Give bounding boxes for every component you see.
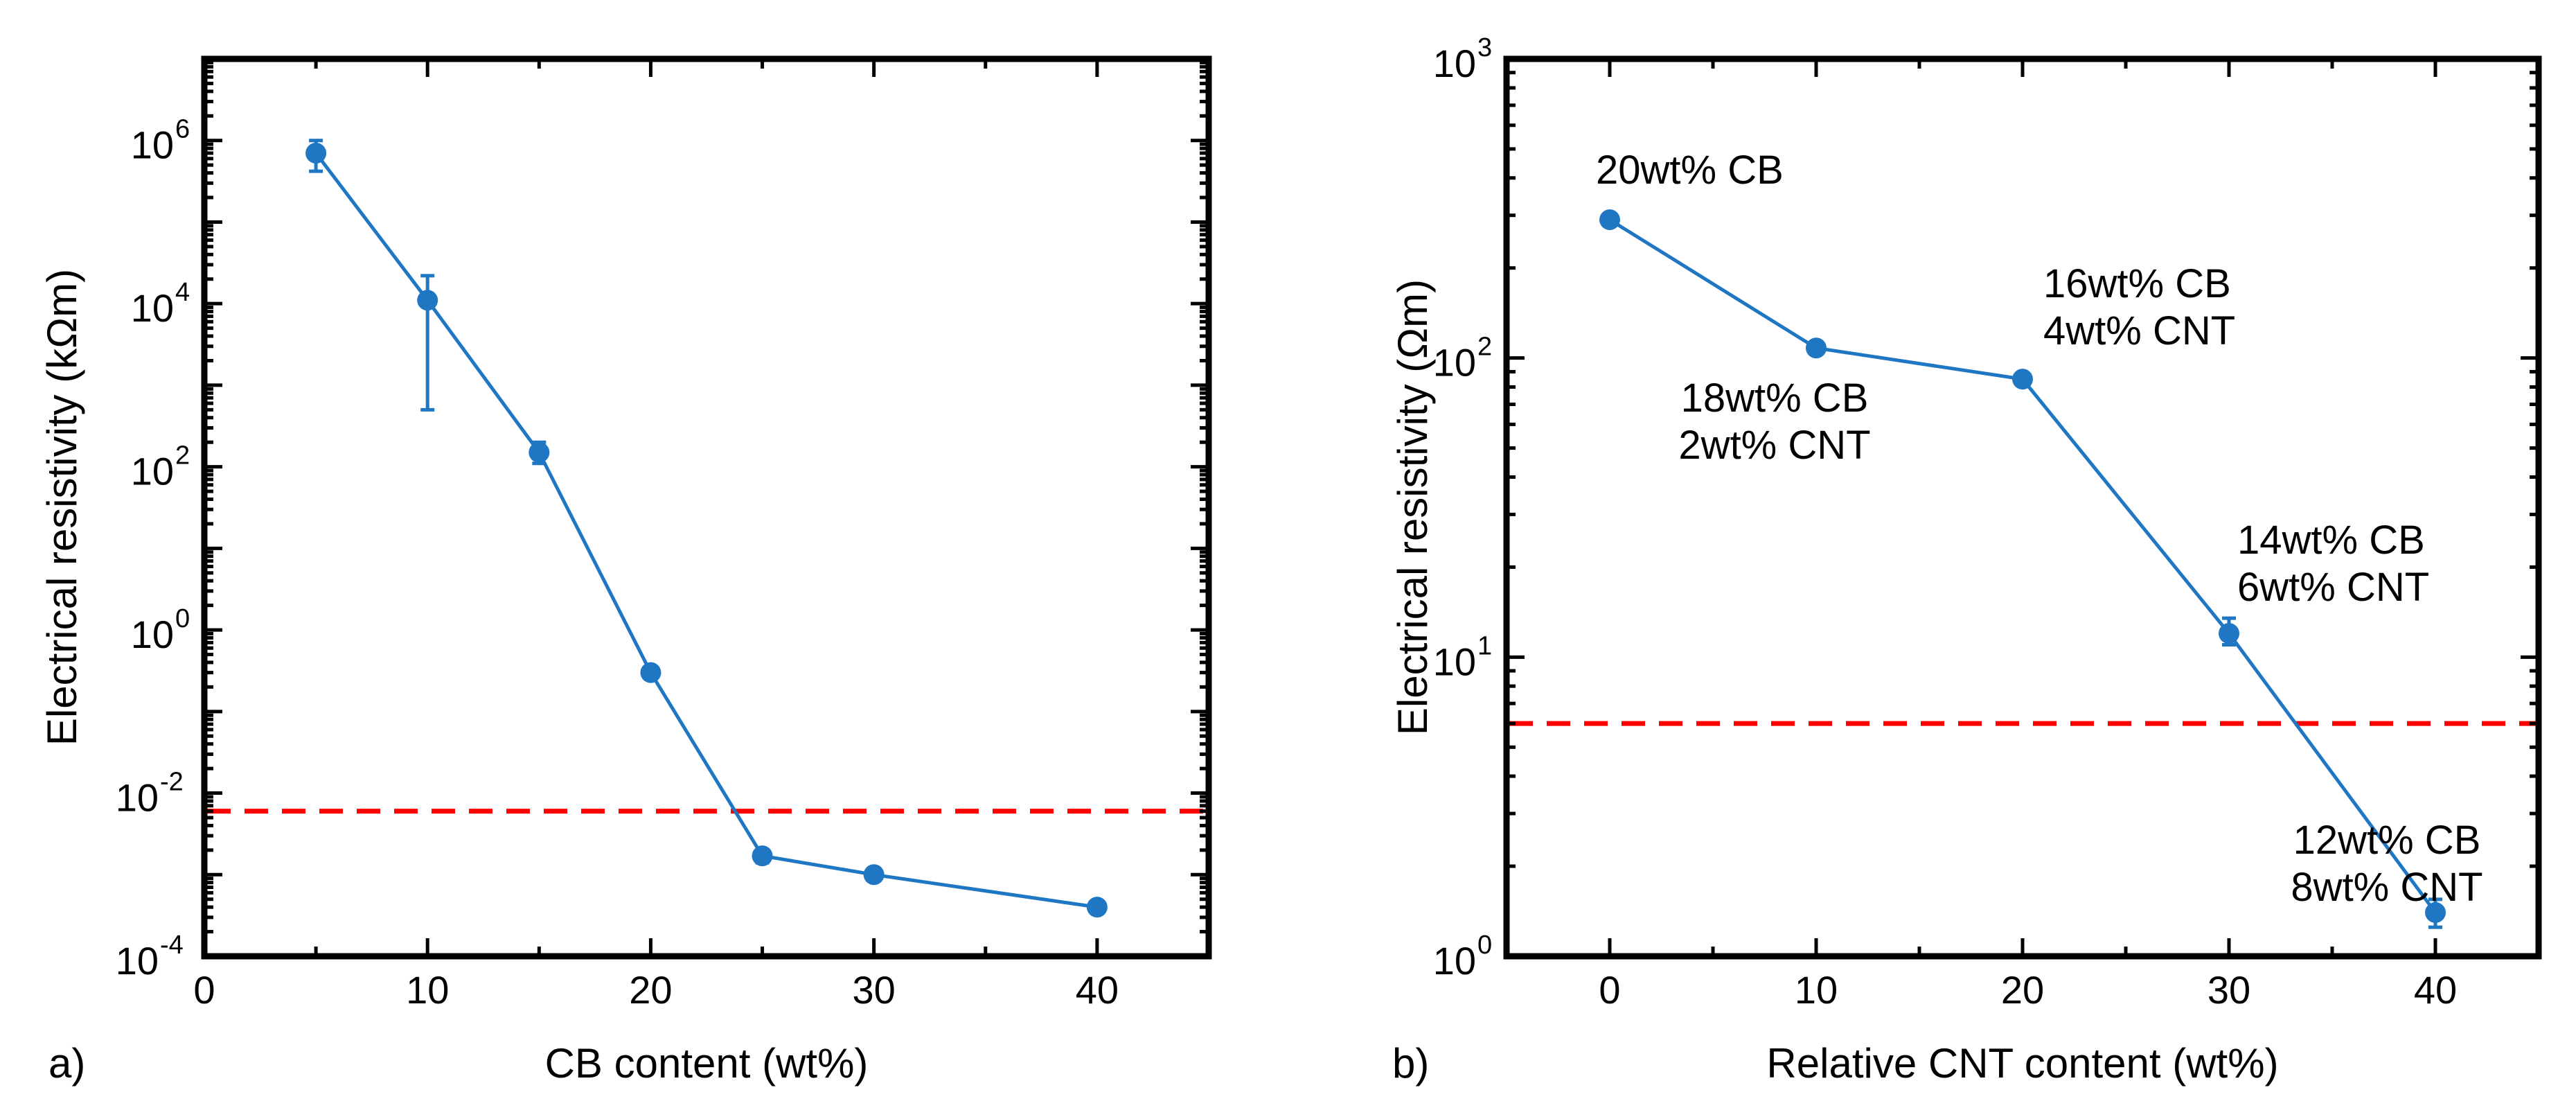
y-tick-label-base: 10 xyxy=(131,286,174,330)
data-point xyxy=(863,864,885,886)
y-tick-label-exponent: 0 xyxy=(175,604,190,633)
data-point xyxy=(528,441,550,463)
panel-b-x-axis-title: Relative CNT content (wt%) xyxy=(1766,1040,2278,1087)
y-tick-label-exponent: 6 xyxy=(175,115,190,144)
y-tick-label-exponent: 0 xyxy=(1477,931,1492,960)
data-point xyxy=(640,662,661,683)
y-tick-label-exponent: -2 xyxy=(160,768,184,797)
panel-a-label: a) xyxy=(48,1040,85,1087)
x-tick-label: 0 xyxy=(1599,968,1620,1012)
data-point xyxy=(417,290,438,311)
y-tick-label-base: 10 xyxy=(116,776,159,820)
y-tick-label-exponent: 2 xyxy=(175,441,190,471)
x-tick-label: 20 xyxy=(2001,968,2044,1012)
panel-a-y-axis-title: Electrical resistivity (kΩm) xyxy=(39,269,85,746)
data-point xyxy=(1599,209,1620,231)
panel-b-plot-layer xyxy=(1509,209,2536,929)
y-tick-label-base: 10 xyxy=(1433,640,1476,683)
data-point xyxy=(2219,623,2239,644)
data-point xyxy=(305,142,327,164)
data-point xyxy=(2012,369,2033,390)
data-point xyxy=(1086,897,1108,918)
annotation-line: 4wt% CNT xyxy=(2043,308,2235,353)
y-tick-label-exponent: 4 xyxy=(175,278,190,307)
annotation-line: 12wt% CB xyxy=(2293,818,2481,863)
annotation-label: 12wt% CB 8wt% CNT xyxy=(2291,818,2482,910)
panel-a-axes-frame xyxy=(201,55,1212,960)
annotation-label: 16wt% CB 4wt% CNT xyxy=(2043,261,2235,353)
x-tick-label: 0 xyxy=(193,968,215,1012)
annotation-label: 20wt% CB xyxy=(1596,148,1784,193)
panel-b-label: b) xyxy=(1392,1040,1429,1087)
y-tick-label-exponent: 3 xyxy=(1477,33,1492,62)
y-tick-label-base: 10 xyxy=(1433,939,1476,983)
y-tick-label-base: 10 xyxy=(116,939,159,983)
x-tick-label: 40 xyxy=(1076,968,1119,1012)
y-tick-label-base: 10 xyxy=(131,123,174,167)
annotation-line: 20wt% CB xyxy=(1596,148,1784,193)
data-point xyxy=(1806,337,1827,359)
data-point xyxy=(752,845,773,867)
annotation-line: 6wt% CNT xyxy=(2237,565,2429,610)
y-tick-label-base: 10 xyxy=(131,613,174,656)
panel-a-plot-layer xyxy=(207,139,1206,918)
y-tick-label-exponent: 2 xyxy=(1477,333,1492,362)
x-tick-label: 40 xyxy=(2414,968,2457,1012)
x-tick-label: 20 xyxy=(629,968,672,1012)
annotation-line: 18wt% CB xyxy=(1681,376,1869,421)
x-tick-label: 10 xyxy=(1795,968,1838,1012)
annotation-line: 16wt% CB xyxy=(2043,261,2231,306)
annotation-line: 2wt% CNT xyxy=(1678,423,1870,468)
panel-b-y-axis-title: Electrical resistivity (Ωm) xyxy=(1389,279,1436,735)
panel-a-x-axis-title: CB content (wt%) xyxy=(545,1040,869,1087)
annotation-label: 18wt% CB 2wt% CNT xyxy=(1678,376,1870,468)
x-tick-label: 30 xyxy=(853,968,896,1012)
series-line xyxy=(314,152,1098,909)
annotation-line: 14wt% CB xyxy=(2237,518,2425,563)
x-tick-label: 30 xyxy=(2208,968,2250,1012)
data-point xyxy=(2425,902,2446,923)
y-tick-label-exponent: -4 xyxy=(160,931,184,960)
y-tick-label-base: 10 xyxy=(1433,42,1476,85)
y-tick-label-exponent: 1 xyxy=(1477,631,1492,660)
y-tick-label-base: 10 xyxy=(1433,341,1476,385)
x-tick-label: 10 xyxy=(406,968,449,1012)
y-tick-label-base: 10 xyxy=(131,450,174,493)
panel-b-annotations: 20wt% CB 18wt% CB 2wt% CNT 16wt% CB 4wt% CNT… xyxy=(1596,148,2483,910)
annotation-line: 8wt% CNT xyxy=(2291,865,2482,910)
annotation-label: 14wt% CB 6wt% CNT xyxy=(2237,518,2429,610)
